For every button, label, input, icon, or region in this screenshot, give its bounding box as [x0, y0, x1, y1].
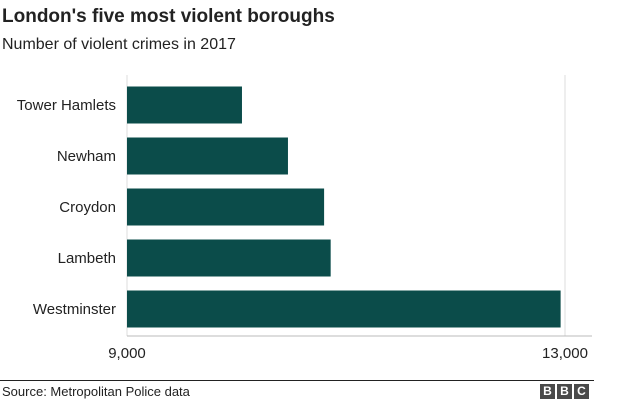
- category-label: Tower Hamlets: [17, 97, 116, 114]
- source-note: Source: Metropolitan Police data: [2, 384, 190, 399]
- x-tick-label: 13,000: [542, 345, 588, 362]
- chart-title: London's five most violent boroughs: [2, 6, 335, 27]
- bbc-logo: B B C: [540, 384, 589, 399]
- bar-chart: Tower Hamlets Newham Croydon Lambeth Westmin…: [17, 75, 592, 362]
- category-label: Westminster: [33, 301, 116, 318]
- x-tick-label: 9,000: [108, 345, 146, 362]
- category-label: Newham: [57, 148, 116, 165]
- bar: [127, 86, 242, 124]
- logo-letter: B: [557, 384, 572, 399]
- footer-divider: [0, 380, 594, 381]
- category-label: Croydon: [59, 199, 116, 216]
- bar: [127, 239, 331, 277]
- category-label: Lambeth: [58, 250, 116, 267]
- logo-letter: C: [574, 384, 589, 399]
- bar: [127, 290, 561, 328]
- logo-letter: B: [540, 384, 555, 399]
- bar: [127, 188, 325, 226]
- bar: [127, 137, 288, 175]
- chart-subtitle: Number of violent crimes in 2017: [2, 36, 236, 53]
